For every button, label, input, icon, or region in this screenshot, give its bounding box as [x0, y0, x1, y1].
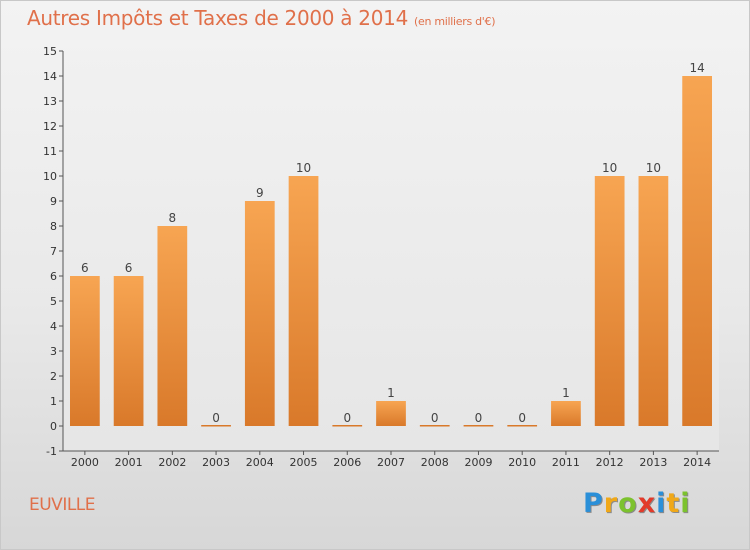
bar [157, 226, 188, 426]
y-tick-label: 5 [50, 295, 57, 308]
logo-letter: i [656, 488, 667, 519]
data-label: 14 [689, 61, 704, 75]
y-tick-label: 8 [50, 220, 57, 233]
data-label: 6 [81, 261, 89, 275]
data-label: 10 [296, 161, 311, 175]
y-tick-label: 12 [43, 120, 57, 133]
data-label: 0 [431, 411, 439, 425]
logo-letter: r [603, 488, 619, 519]
logo-letter: o [618, 488, 638, 519]
data-label: 10 [602, 161, 617, 175]
bar [463, 425, 494, 427]
labels-layer: 6200062001820020200392004102005020061200… [71, 61, 711, 469]
x-tick-label: 2008 [421, 456, 449, 469]
bar [638, 176, 669, 426]
bar [69, 276, 100, 426]
y-tick-label: 13 [43, 95, 57, 108]
y-tick-label: 4 [50, 320, 57, 333]
bar [551, 401, 581, 426]
bar [288, 176, 319, 426]
x-tick-label: 2012 [596, 456, 624, 469]
bar [201, 425, 231, 427]
y-tick-label: 0 [50, 420, 57, 433]
x-tick-label: 2014 [683, 456, 711, 469]
y-tick-label: 7 [50, 245, 57, 258]
y-tick-label: 6 [50, 270, 57, 283]
town-name: EUVILLE [29, 495, 96, 515]
data-label: 0 [518, 411, 526, 425]
y-tick-label: 1 [50, 395, 57, 408]
y-tick-label: 15 [43, 45, 57, 58]
x-tick-label: 2000 [71, 456, 99, 469]
y-tick-label: 14 [43, 70, 57, 83]
bar [244, 201, 275, 426]
bar [332, 425, 363, 427]
data-label: 1 [387, 386, 395, 400]
data-label: 0 [212, 411, 220, 425]
y-tick-label: -1 [46, 445, 57, 458]
data-label: 8 [169, 211, 177, 225]
y-tick-label: 11 [43, 145, 57, 158]
logo-letter: P [583, 488, 604, 519]
data-label: 1 [562, 386, 570, 400]
bar [419, 425, 450, 427]
y-tick-label: 9 [50, 195, 57, 208]
logo-letter: t [666, 488, 681, 519]
y-tick-label: 3 [50, 345, 57, 358]
chart-subtitle: (en milliers d'€) [414, 15, 496, 28]
bars-layer [69, 76, 713, 427]
data-label: 10 [646, 161, 661, 175]
x-tick-label: 2001 [115, 456, 143, 469]
x-tick-label: 2009 [464, 456, 492, 469]
x-tick-label: 2011 [552, 456, 580, 469]
x-tick-label: 2003 [202, 456, 230, 469]
data-label: 6 [125, 261, 133, 275]
logo-letter: i [680, 488, 691, 519]
x-tick-label: 2002 [158, 456, 186, 469]
proxiti-logo: Proxiti [583, 488, 691, 519]
chart-title: Autres Impôts et Taxes de 2000 à 2014 (en… [27, 6, 495, 30]
y-tick-label: 10 [43, 170, 57, 183]
bar [376, 401, 406, 426]
logo-letter: x [637, 488, 657, 519]
data-label: 0 [475, 411, 483, 425]
bar [113, 276, 144, 426]
y-tick-label: 2 [50, 370, 57, 383]
x-tick-label: 2013 [639, 456, 667, 469]
bar [594, 176, 625, 426]
x-tick-label: 2007 [377, 456, 405, 469]
data-label: 9 [256, 186, 264, 200]
x-tick-label: 2006 [333, 456, 361, 469]
bar [682, 76, 713, 426]
data-label: 0 [343, 411, 351, 425]
x-tick-label: 2004 [246, 456, 274, 469]
x-tick-label: 2005 [290, 456, 318, 469]
x-tick-label: 2010 [508, 456, 536, 469]
bar [507, 425, 538, 427]
chart-title-text: Autres Impôts et Taxes de 2000 à 2014 [27, 6, 408, 30]
